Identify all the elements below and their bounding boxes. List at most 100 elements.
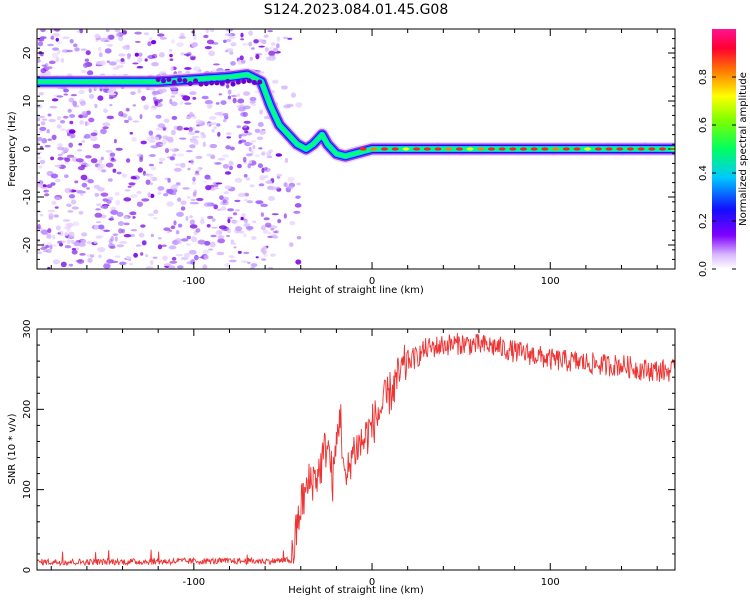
noise-speck xyxy=(90,132,98,137)
noise-speck xyxy=(44,193,50,197)
noise-speck xyxy=(238,140,242,145)
ridge-core-dot xyxy=(402,147,410,151)
noise-speck xyxy=(162,127,166,131)
noise-speck xyxy=(157,244,163,250)
noise-speck xyxy=(148,163,154,167)
noise-speck xyxy=(77,166,85,171)
noise-speck xyxy=(51,98,59,102)
noise-speck xyxy=(71,206,80,210)
ridge-core-dot xyxy=(487,147,495,151)
noise-speck xyxy=(106,60,110,63)
noise-speck xyxy=(222,154,230,158)
noise-speck xyxy=(157,191,162,196)
noise-speck xyxy=(82,239,87,243)
noise-speck xyxy=(49,105,58,109)
noise-speck xyxy=(170,129,176,136)
noise-speck xyxy=(209,241,216,248)
y-tick-label: 0 xyxy=(22,567,33,573)
noise-speck xyxy=(295,195,301,199)
noise-speck xyxy=(118,35,124,42)
noise-speck xyxy=(227,216,233,220)
colorbar-tick-label: 0.0 xyxy=(698,261,709,277)
ridge-dot xyxy=(209,80,215,86)
noise-speck xyxy=(140,224,146,228)
noise-speck xyxy=(94,103,98,109)
noise-speck xyxy=(203,34,209,39)
noise-speck xyxy=(229,165,233,171)
noise-speck xyxy=(152,90,161,95)
noise-speck xyxy=(159,36,167,40)
noise-speck xyxy=(248,146,252,152)
noise-speck xyxy=(131,137,137,142)
noise-speck xyxy=(151,53,158,59)
noise-speck xyxy=(148,154,156,157)
noise-speck xyxy=(174,238,182,242)
noise-speck xyxy=(64,187,72,194)
noise-speck xyxy=(171,256,177,261)
noise-speck xyxy=(51,52,59,58)
noise-speck xyxy=(236,105,244,108)
noise-speck xyxy=(53,214,59,218)
noise-speck xyxy=(115,33,121,37)
noise-speck xyxy=(208,116,217,120)
noise-speck xyxy=(268,196,273,200)
snr-x-label: Height of straight line (km) xyxy=(288,585,424,596)
noise-speck xyxy=(100,60,106,66)
noise-speck xyxy=(258,183,265,187)
noise-speck xyxy=(94,212,103,218)
ridge-dot xyxy=(161,78,166,84)
noise-speck xyxy=(217,131,221,137)
noise-speck xyxy=(227,208,235,212)
noise-speck xyxy=(159,52,165,58)
noise-speck xyxy=(195,119,203,124)
noise-speck xyxy=(81,232,88,237)
noise-speck xyxy=(188,112,195,118)
noise-speck xyxy=(240,112,247,117)
noise-speck xyxy=(74,180,79,184)
noise-speck xyxy=(87,122,91,126)
noise-speck xyxy=(55,56,60,63)
noise-speck xyxy=(167,188,174,195)
noise-speck xyxy=(64,161,69,164)
noise-speck xyxy=(169,148,176,151)
noise-speck xyxy=(190,259,196,265)
spectrogram-x-ticks: -100 0 100 xyxy=(50,29,658,287)
noise-speck xyxy=(193,66,201,72)
noise-speck xyxy=(68,263,74,267)
noise-speck xyxy=(140,140,147,145)
noise-speck xyxy=(132,104,137,107)
noise-speck xyxy=(116,244,124,248)
noise-speck xyxy=(176,125,183,131)
noise-speck xyxy=(157,33,165,37)
ridge-dot xyxy=(193,78,199,84)
noise-speck xyxy=(122,216,129,220)
noise-speck xyxy=(264,166,268,171)
noise-speck xyxy=(184,102,192,105)
noise-speck xyxy=(84,121,88,126)
noise-speck xyxy=(249,100,256,104)
noise-speck xyxy=(127,115,132,121)
noise-speck xyxy=(251,47,255,50)
noise-speck xyxy=(87,257,93,263)
noise-speck xyxy=(63,226,72,230)
noise-speck xyxy=(129,131,133,135)
y-tick-label: 200 xyxy=(22,400,33,419)
noise-speck xyxy=(243,174,248,178)
noise-speck xyxy=(169,260,178,264)
colorbar-tick-label: 0.4 xyxy=(698,165,709,181)
noise-speck xyxy=(277,218,282,224)
noise-speck xyxy=(50,156,55,161)
noise-speck xyxy=(258,45,265,48)
ridge-dot xyxy=(203,81,209,87)
noise-speck xyxy=(175,230,180,235)
noise-speck xyxy=(159,98,163,102)
noise-speck xyxy=(148,130,154,136)
noise-speck xyxy=(78,114,84,119)
ridge-dot xyxy=(246,78,252,84)
noise-speck xyxy=(188,126,193,133)
noise-speck xyxy=(283,213,287,219)
noise-speck xyxy=(97,187,105,192)
ridge-core-dot xyxy=(391,147,399,151)
noise-speck xyxy=(55,37,59,42)
ridge-core-dot xyxy=(477,147,485,151)
